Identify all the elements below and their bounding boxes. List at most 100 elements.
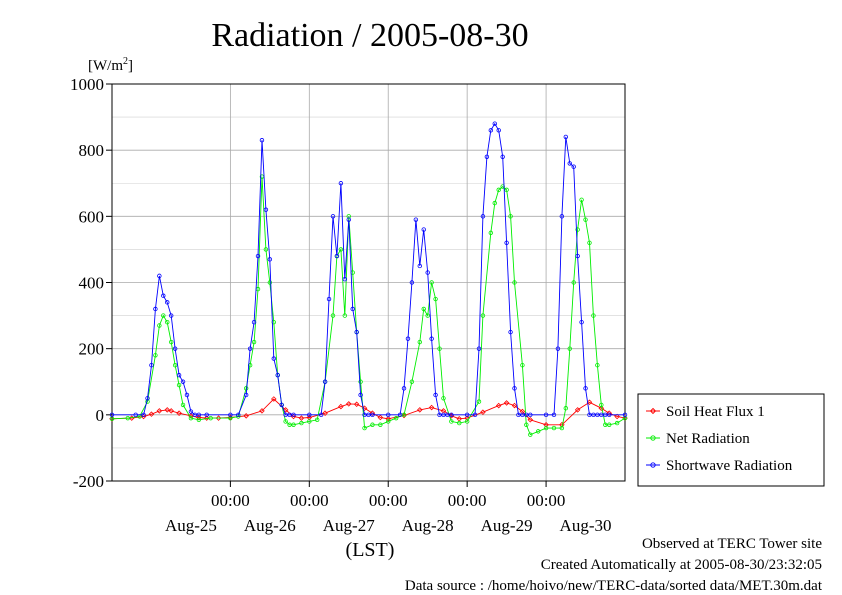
data-point [425, 313, 430, 318]
data-point [358, 392, 363, 398]
y-tick-label: 600 [79, 207, 105, 226]
data-point [559, 214, 565, 219]
series-shortwave-radiation [109, 121, 628, 418]
data-point [161, 313, 166, 318]
data-point [251, 320, 257, 325]
data-point [208, 415, 213, 421]
legend-label: Soil Heat Flux 1 [666, 404, 765, 420]
data-point [393, 415, 399, 421]
data-point [492, 200, 497, 206]
data-point [204, 412, 209, 418]
data-point [480, 214, 486, 219]
y-tick-label: 200 [79, 340, 105, 359]
data-point [267, 257, 273, 262]
data-point [492, 121, 497, 126]
data-point [417, 263, 422, 269]
data-point [543, 412, 549, 418]
data-point [377, 414, 384, 421]
data-point [575, 227, 580, 232]
data-point [397, 412, 403, 418]
data-point [488, 230, 494, 236]
data-point [165, 300, 170, 305]
data-point [172, 363, 178, 368]
data-point [161, 293, 166, 298]
data-point [318, 412, 324, 418]
data-point [476, 399, 482, 404]
data-point [168, 339, 174, 345]
x-day-label: Aug-29 [481, 516, 533, 535]
x-day-label: Aug-30 [560, 516, 612, 535]
x-tick-time-label: 00:00 [290, 491, 329, 510]
data-point [263, 247, 269, 252]
data-point [184, 392, 190, 398]
x-tick-time-label: 00:00 [448, 491, 487, 510]
data-point [109, 412, 115, 418]
data-point [591, 313, 596, 318]
y-tick-label: -200 [73, 472, 104, 491]
data-point [188, 409, 194, 414]
data-point [369, 410, 376, 416]
data-point [598, 405, 605, 411]
data-point [180, 379, 186, 384]
data-point [480, 409, 486, 415]
data-point [583, 386, 588, 391]
data-point [353, 401, 360, 408]
data-point [243, 392, 249, 398]
data-point [599, 402, 604, 408]
data-point [464, 415, 470, 421]
data-point [433, 392, 438, 398]
data-point [495, 402, 502, 409]
data-point [247, 346, 253, 351]
grid-lines [112, 84, 625, 481]
data-point [228, 412, 233, 418]
legend-label: Net Radiation [666, 431, 750, 447]
data-point [425, 270, 430, 275]
data-point [148, 411, 155, 417]
data-point [504, 187, 509, 193]
data-point [567, 161, 572, 166]
data-point [429, 336, 434, 341]
data-point [157, 273, 162, 279]
data-point [409, 280, 415, 285]
data-point [563, 134, 569, 140]
data-point [579, 320, 584, 325]
data-point [606, 410, 612, 416]
data-point [176, 410, 182, 416]
data-point [165, 320, 170, 325]
data-point [421, 227, 426, 232]
data-point [149, 363, 154, 368]
data-point [322, 379, 328, 384]
data-point [330, 313, 336, 318]
y-tick-label: 800 [79, 141, 105, 160]
data-point [255, 253, 261, 259]
data-point [298, 415, 305, 421]
data-point [271, 356, 276, 361]
data-point [520, 363, 525, 368]
data-point [168, 408, 174, 414]
data-point [141, 412, 146, 418]
data-point [362, 425, 367, 431]
data-point [156, 408, 163, 414]
data-series [109, 121, 628, 437]
footer-observed-site: Observed at TERC Tower site [641, 536, 822, 552]
data-point [587, 240, 592, 245]
data-point [342, 276, 348, 282]
data-point [480, 313, 486, 318]
data-point [437, 346, 442, 351]
data-point [524, 422, 529, 427]
data-point [512, 386, 517, 391]
data-point [168, 313, 174, 318]
data-point [571, 164, 576, 169]
data-point [496, 128, 501, 133]
data-point [428, 404, 435, 411]
data-point [350, 306, 355, 312]
data-point [500, 154, 505, 159]
x-day-label: Aug-25 [165, 516, 217, 535]
data-point [215, 415, 222, 421]
data-point [575, 253, 580, 259]
data-point [291, 412, 296, 418]
data-point [176, 372, 182, 378]
legend-marker [649, 407, 657, 415]
data-point [164, 407, 171, 413]
